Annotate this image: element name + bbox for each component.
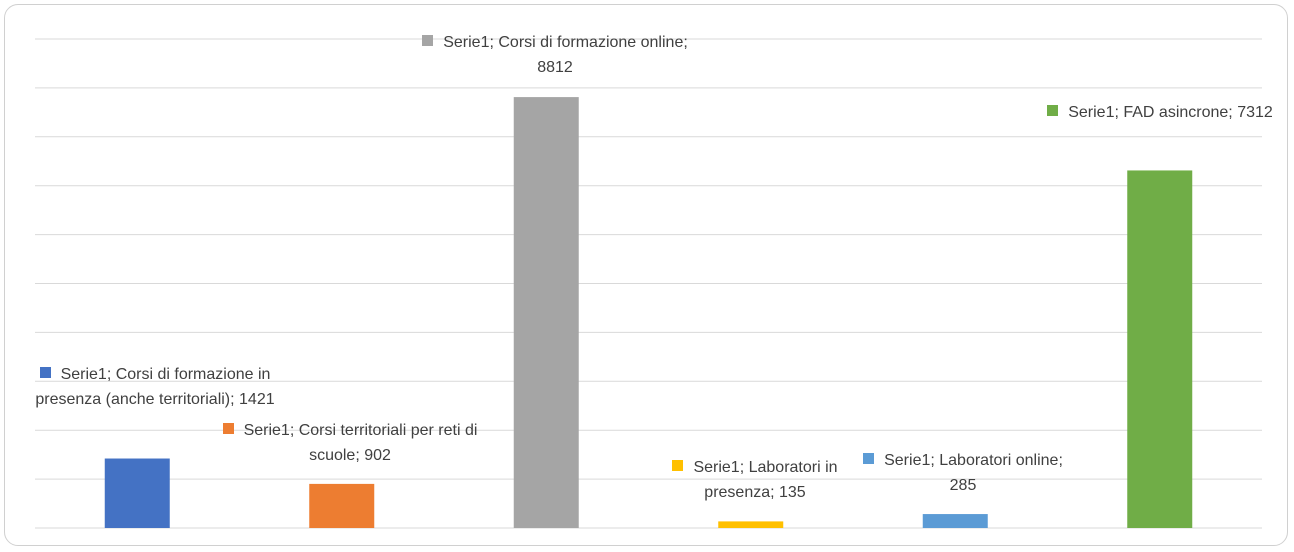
- label-swatch: [1047, 105, 1059, 116]
- label-text: Serie1; Laboratori in presenza; 135: [693, 459, 838, 501]
- label-text: Serie1; Corsi di formazione online; 8812: [443, 34, 688, 76]
- data-label: Serie1; Laboratori online; 285: [858, 448, 1068, 498]
- label-text: Serie1; Laboratori online; 285: [884, 452, 1063, 494]
- label-text: Serie1; Corsi territoriali per reti di s…: [243, 422, 478, 464]
- bar: [309, 483, 375, 528]
- label-text: Serie1; Corsi di formazione in presenza …: [35, 366, 275, 408]
- data-label: Serie1; FAD asincrone; 7312: [1035, 100, 1285, 125]
- data-label: Serie1; Corsi territoriali per reti di s…: [220, 418, 480, 468]
- label-swatch: [422, 35, 434, 46]
- data-label: Serie1; Corsi di formazione online; 8812: [415, 30, 695, 80]
- label-text: Serie1; FAD asincrone; 7312: [1068, 104, 1273, 121]
- chart-frame: [4, 4, 1288, 546]
- bar: [718, 521, 784, 528]
- data-label: Serie1; Corsi di formazione in presenza …: [20, 362, 290, 412]
- label-swatch: [672, 460, 684, 471]
- bar: [1127, 170, 1193, 528]
- bar: [513, 97, 579, 528]
- data-label: Serie1; Laboratori in presenza; 135: [640, 455, 870, 505]
- label-swatch: [863, 453, 875, 464]
- label-swatch: [222, 423, 234, 434]
- label-swatch: [39, 367, 51, 378]
- bar: [104, 458, 170, 528]
- bar: [922, 514, 988, 528]
